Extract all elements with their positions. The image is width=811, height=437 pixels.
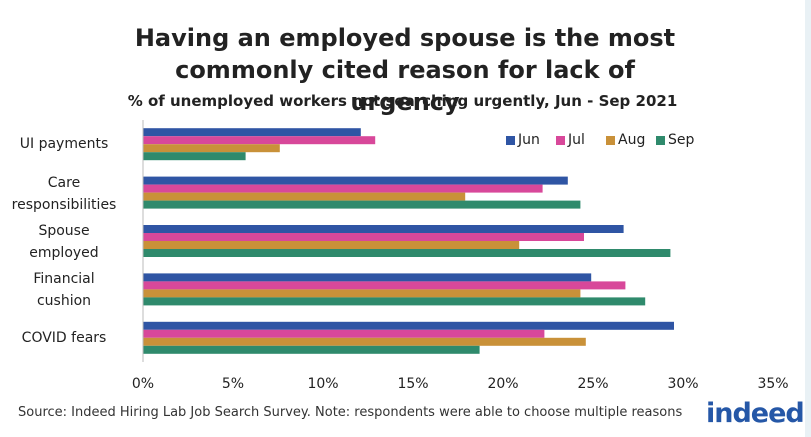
legend-swatch xyxy=(606,136,615,145)
legend-swatch xyxy=(556,136,565,145)
legend-label: Jun xyxy=(518,132,540,148)
legend-label: Jul xyxy=(568,132,585,148)
bar xyxy=(143,225,624,233)
chart-title: Having an employed spouse is the most co… xyxy=(134,24,676,116)
legend-label: Sep xyxy=(668,132,695,148)
bar xyxy=(143,176,568,185)
bar xyxy=(143,337,586,346)
bar xyxy=(143,249,671,257)
bar xyxy=(143,192,466,201)
bar xyxy=(143,321,674,330)
y-tick-label: Spouse employed xyxy=(29,223,99,261)
x-tick-label: 35% xyxy=(757,376,789,392)
bar xyxy=(143,273,592,282)
logo: indeed xyxy=(706,398,805,429)
bar xyxy=(143,128,361,137)
y-tick-label: COVID fears xyxy=(21,329,107,346)
y-tick-label: Financial cushion xyxy=(33,271,95,310)
bar xyxy=(143,329,545,338)
x-tick-label: 20% xyxy=(487,376,519,392)
x-tick-label: 30% xyxy=(667,376,699,392)
legend-swatch xyxy=(506,136,515,145)
bar xyxy=(143,233,584,241)
legend-swatch xyxy=(656,136,665,145)
x-tick-label: 0% xyxy=(131,376,155,392)
bar xyxy=(143,152,246,161)
bar xyxy=(143,345,480,354)
bar xyxy=(143,241,520,249)
bar xyxy=(143,136,376,145)
x-tick-label: 25% xyxy=(577,376,609,392)
bar xyxy=(143,281,626,290)
legend-label: Aug xyxy=(618,132,646,148)
bar xyxy=(143,144,280,153)
x-tick-label: 10% xyxy=(307,376,339,392)
y-tick-label: Care responsibilities xyxy=(11,174,117,213)
source-note: Source: Indeed Hiring Lab Job Search Sur… xyxy=(18,405,683,420)
y-tick-label: UI payments xyxy=(19,136,109,153)
chart-subtitle: % of unemployed workers not searching ur… xyxy=(127,92,678,110)
bar xyxy=(143,200,581,209)
x-tick-label: 5% xyxy=(221,376,245,392)
bar xyxy=(143,297,646,306)
bar xyxy=(143,184,543,193)
bar xyxy=(143,289,581,298)
x-tick-label: 15% xyxy=(397,376,429,392)
